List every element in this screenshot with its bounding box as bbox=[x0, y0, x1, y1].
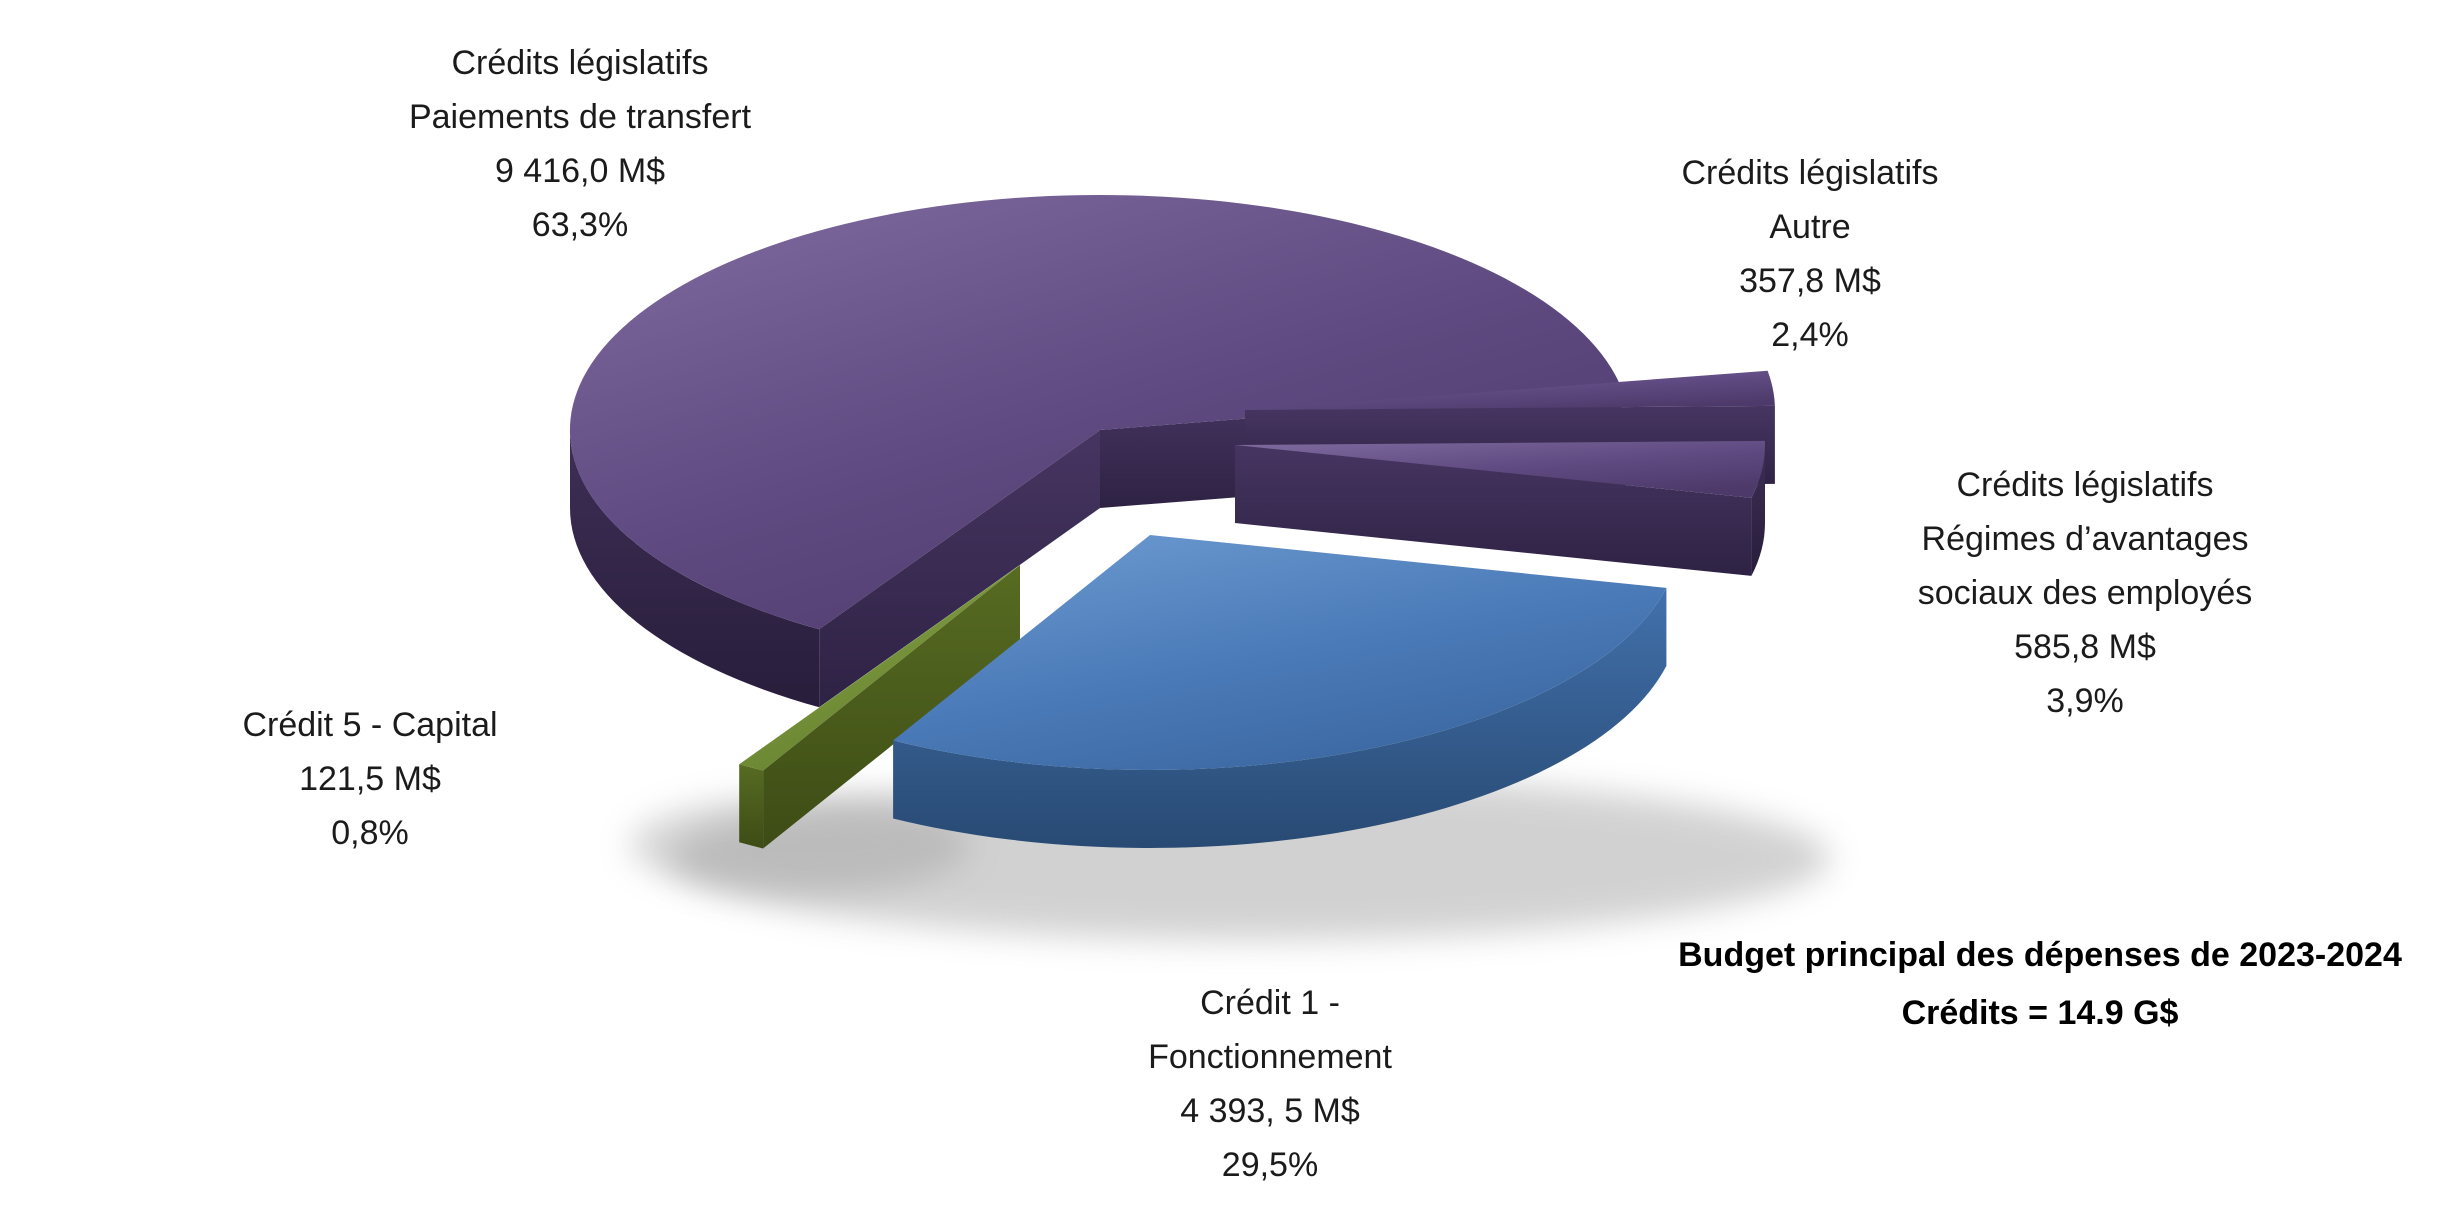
label-transfert-name-2: Paiements de transfert bbox=[408, 98, 752, 136]
label-regimes-name-2: Régimes d’avantages bbox=[1921, 520, 2249, 558]
slice-regimes-cut bbox=[1235, 445, 1752, 576]
slice-transfert-rim bbox=[570, 430, 820, 708]
slice-transfert-top bbox=[569, 194, 1622, 630]
slice-fonctionnement-rim bbox=[893, 587, 1667, 848]
slice-capital-rim bbox=[739, 764, 764, 849]
slice-transfert-cut-left bbox=[819, 430, 1100, 708]
label-autre-value: 357,8 M$ bbox=[1739, 262, 1881, 300]
slice-fonctionnement-top bbox=[893, 535, 1667, 770]
label-fonctionnement: Crédit 1 - Fonctionnement 4 393, 5 M$ 29… bbox=[1015, 976, 1525, 1192]
label-transfert-value: 9 416,0 M$ bbox=[494, 152, 666, 190]
label-regimes-name-1: Crédits législatifs bbox=[1956, 466, 2214, 504]
label-regimes-percent: 3,9% bbox=[2046, 682, 2124, 720]
slice-regimes-top bbox=[1235, 440, 1765, 498]
label-autre-name-1: Crédits législatifs bbox=[1681, 154, 1939, 192]
label-capital-percent: 0,8% bbox=[331, 814, 409, 852]
chart-shadow-left bbox=[630, 797, 970, 893]
label-fonctionnement-value: 4 393, 5 M$ bbox=[1180, 1092, 1360, 1130]
label-capital-value: 121,5 M$ bbox=[299, 760, 441, 798]
label-transfert-percent: 63,3% bbox=[531, 206, 629, 244]
chart-title-line-2: Crédits = 14.9 G$ bbox=[1901, 994, 2179, 1032]
label-regimes: Crédits législatifs Régimes d’avantages … bbox=[1790, 458, 2380, 728]
slice-capital-cut bbox=[763, 565, 1020, 849]
label-capital: Crédit 5 - Capital 121,5 M$ 0,8% bbox=[115, 698, 625, 860]
label-regimes-name-3: sociaux des employés bbox=[1917, 574, 2253, 612]
slice-regimes-rim bbox=[1751, 445, 1765, 576]
label-autre-name-2: Autre bbox=[1769, 208, 1851, 246]
label-transfert: Crédits législatifs Paiements de transfe… bbox=[290, 36, 870, 252]
label-fonctionnement-percent: 29,5% bbox=[1221, 1146, 1319, 1184]
label-fonctionnement-name-2: Fonctionnement bbox=[1148, 1038, 1392, 1076]
label-fonctionnement-name-1: Crédit 1 - bbox=[1200, 984, 1340, 1022]
label-transfert-name-1: Crédits législatifs bbox=[451, 44, 709, 82]
label-regimes-value: 585,8 M$ bbox=[2014, 628, 2156, 666]
label-capital-name-1: Crédit 5 - Capital bbox=[242, 706, 498, 744]
slice-capital-top bbox=[739, 565, 1020, 771]
slice-autre-top bbox=[1245, 370, 1775, 410]
label-autre-percent: 2,4% bbox=[1771, 316, 1849, 354]
label-autre: Crédits législatifs Autre 357,8 M$ 2,4% bbox=[1555, 146, 2065, 362]
chart-title-line-1: Budget principal des dépenses de 2023-20… bbox=[1678, 936, 2402, 974]
chart-title: Budget principal des dépenses de 2023-20… bbox=[1630, 926, 2440, 1042]
